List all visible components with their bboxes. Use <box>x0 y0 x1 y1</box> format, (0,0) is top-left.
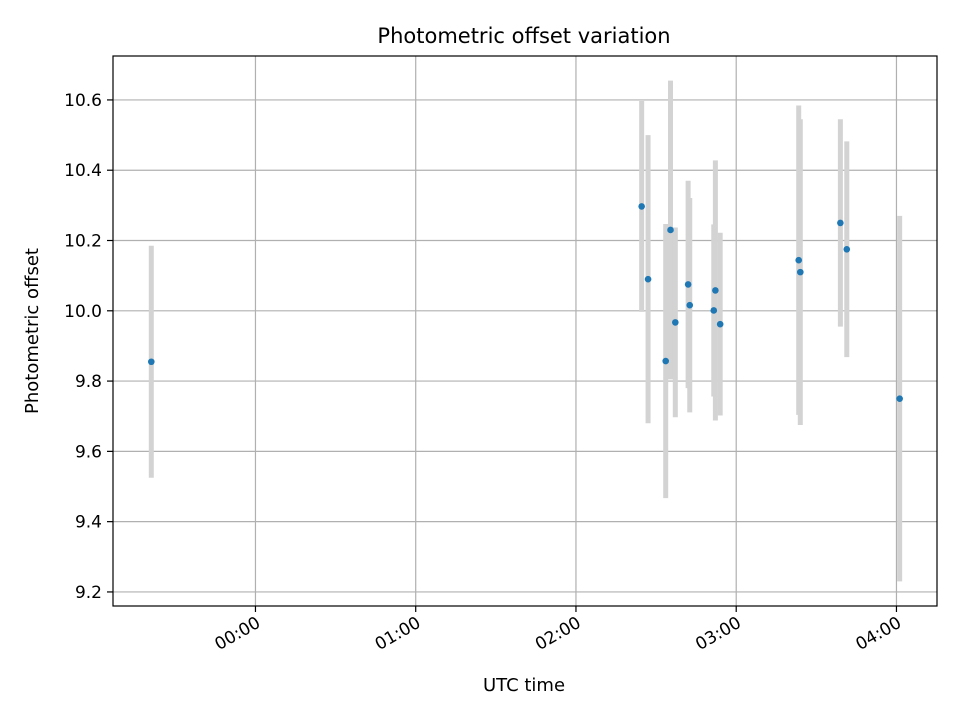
data-point <box>662 357 669 365</box>
data-point <box>896 395 903 402</box>
data-point <box>644 275 652 283</box>
y-tick-label: 10.0 <box>64 302 102 322</box>
data-point <box>638 203 645 210</box>
data-point <box>672 319 679 326</box>
y-tick-label: 9.2 <box>75 583 102 603</box>
data-point <box>147 358 155 366</box>
y-axis-label: Photometric offset <box>22 248 43 414</box>
x-axis-label: UTC time <box>483 675 565 696</box>
y-axis-ticks: 9.2 9.4 9.6 9.8 10.0 10.2 10.4 10.6 <box>64 91 113 603</box>
data-point <box>795 256 803 264</box>
chart-title: Photometric offset variation <box>377 24 670 48</box>
y-tick-label: 10.2 <box>64 232 102 252</box>
data-point <box>837 219 844 227</box>
data-point <box>667 226 674 234</box>
y-tick-label: 10.6 <box>64 91 102 111</box>
y-tick-label: 9.8 <box>75 372 102 392</box>
data-point <box>797 268 804 276</box>
plot-area-frame <box>112 55 938 607</box>
data-point <box>686 301 694 309</box>
data-point <box>710 307 718 314</box>
data-point <box>684 281 692 288</box>
y-tick-label: 9.6 <box>75 442 102 462</box>
data-point <box>843 245 851 253</box>
data-point <box>716 320 724 328</box>
data-points <box>147 203 903 402</box>
data-point <box>712 287 719 294</box>
y-tick-label: 10.4 <box>64 161 102 181</box>
y-tick-label: 9.4 <box>75 513 102 533</box>
